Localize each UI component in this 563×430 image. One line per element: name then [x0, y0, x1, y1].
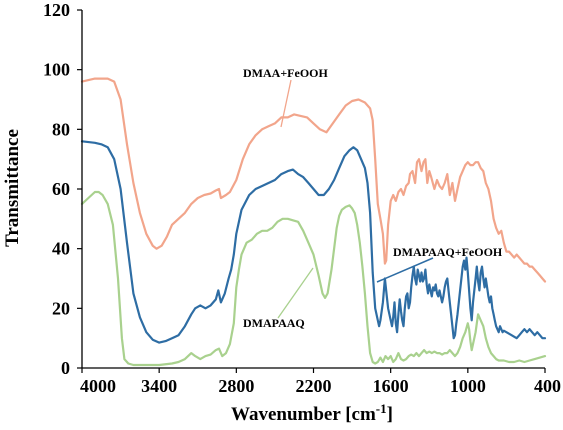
annotation-dmapaaq-feooh: DMAPAAQ+FeOOH [393, 245, 503, 259]
x-axis-title: Wavenumber [cm-1] [231, 401, 393, 425]
y-tick-label-100: 100 [43, 60, 70, 80]
y-tick-label-120: 120 [43, 0, 70, 20]
annotation-leader-dmaa-feooh [280, 79, 292, 128]
plot-area [80, 77, 547, 367]
y-tick-label-0: 0 [61, 358, 70, 378]
y-tick-label-20: 20 [52, 298, 70, 318]
annotation-dmapaaq: DMAPAAQ [243, 316, 305, 330]
y-tick-label-80: 80 [52, 119, 70, 139]
y-tick-label-40: 40 [52, 239, 70, 259]
x-tick-label-4000: 4000 [80, 376, 116, 396]
x-tick-label-400: 400 [534, 376, 561, 396]
y-tick-label-60: 60 [52, 179, 70, 199]
series-line-dmapaaq [80, 190, 547, 367]
axes: 0 20 40 60 80 100 120 4000 3400 2800 2200 1600 1000 4… [43, 0, 561, 396]
x-axis-title-main: Wavenumber [cm [231, 404, 376, 425]
x-tick-label-3400: 3400 [141, 376, 177, 396]
x-tick-label-1600: 1600 [373, 376, 409, 396]
series-line-dmaa-feooh [80, 77, 547, 283]
y-axis-title: Transmittance [2, 129, 23, 247]
annotation-leader-dmapaaq [277, 267, 314, 319]
x-axis-title-superscript: -1 [376, 401, 387, 416]
series-line-dmapaaq-feooh [80, 140, 547, 344]
annotation-dmaa-feooh: DMAA+FeOOH [243, 66, 328, 80]
x-tick-label-2800: 2800 [218, 376, 254, 396]
annotation-leader-dmapaaq-feooh [376, 257, 434, 283]
x-axis-title-close: ] [387, 404, 393, 425]
x-tick-label-1000: 1000 [450, 376, 486, 396]
x-tick-label-2200: 2200 [296, 376, 332, 396]
